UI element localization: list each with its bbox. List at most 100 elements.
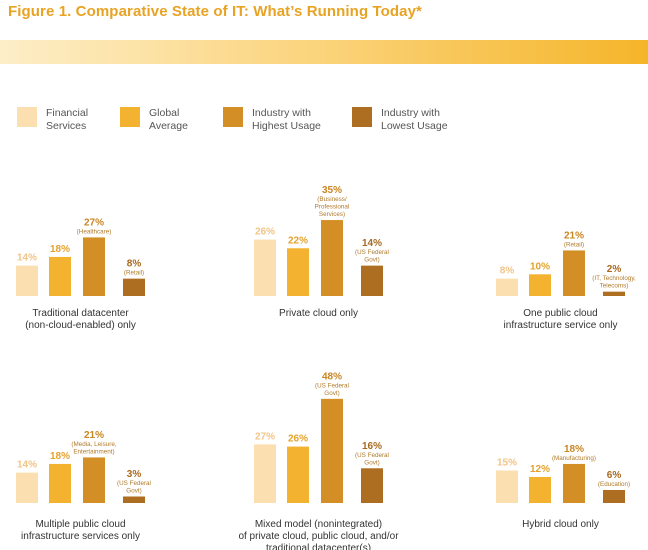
- legend-label: Global Average: [149, 107, 249, 133]
- category-label: of private cloud, public cloud, and/or: [238, 531, 399, 542]
- bar-industry-note: (Media, Leisure,: [71, 441, 116, 448]
- bar-value-label: 8%: [500, 266, 515, 277]
- category-label: (non-cloud-enabled) only: [25, 320, 136, 331]
- legend-label-line: Financial: [46, 107, 89, 119]
- bar-value-label: 10%: [530, 261, 550, 272]
- bar-value-label: 8%: [127, 259, 142, 270]
- bar-lowest-usage: [123, 278, 145, 296]
- bar-value-label: 22%: [288, 235, 308, 246]
- bar-global-average: [49, 463, 71, 503]
- bar-value-label: 48%: [322, 371, 342, 382]
- legend-swatch: [120, 107, 140, 127]
- bar-industry-note: Govt): [364, 257, 379, 264]
- bar-industry-note: (IT, Technology,: [592, 275, 636, 282]
- category-label: Traditional datacenter: [32, 308, 129, 319]
- bar-global-average: [529, 476, 551, 503]
- bar-group-4: 14% 18%(Media, Leisure,Entertainment) 21% (…: [16, 430, 151, 542]
- header-banner: [0, 40, 648, 64]
- bar-value-label: 14%: [17, 253, 37, 264]
- page-title: Figure 1. Comparative State of IT: What’…: [8, 3, 422, 20]
- bar-lowest-usage: [123, 496, 145, 503]
- legend-swatch: [223, 107, 243, 127]
- bar-industry-note: Govt): [324, 390, 339, 397]
- category-label: traditional datacenter(s): [266, 543, 371, 550]
- legend-label-line: Services: [46, 120, 87, 132]
- bar-financial-services: [496, 278, 518, 296]
- legend-label-line: Highest Usage: [252, 120, 321, 132]
- bar-value-label: 14%: [362, 238, 382, 249]
- bar-value-label: 16%: [362, 441, 382, 452]
- bar-industry-note: (US Federal: [117, 480, 151, 487]
- bar-lowest-usage: [603, 291, 625, 296]
- legend-label: Financial Services: [46, 107, 146, 133]
- bar-lowest-usage: [603, 489, 625, 503]
- legend-swatch: [17, 107, 37, 127]
- bar-financial-services: [16, 265, 38, 296]
- category-label: Hybrid cloud only: [522, 519, 599, 530]
- legend-swatch: [352, 107, 372, 127]
- bar-value-label: 21%: [564, 230, 584, 241]
- bar-value-label: 27%: [84, 217, 104, 228]
- bar-industry-note: Telecoms): [600, 283, 629, 290]
- legend-label-line: Industry with: [252, 107, 311, 119]
- bar-value-label: 21%: [84, 430, 104, 441]
- bar-value-label: 12%: [530, 464, 550, 475]
- bar-value-label: 18%: [50, 244, 70, 255]
- bar-value-label: 35%: [322, 185, 342, 196]
- category-label: Private cloud only: [279, 308, 358, 319]
- bar-industry-note: (Manufacturing): [552, 455, 596, 462]
- category-label: One public cloud: [523, 308, 598, 319]
- legend-label-line: Global: [149, 107, 180, 119]
- bar-highest-usage: [83, 457, 105, 503]
- bar-highest-usage: [321, 398, 343, 503]
- legend-label: Industry with Highest Usage: [252, 107, 352, 133]
- bar-highest-usage: [563, 250, 585, 296]
- bar-industry-note: (US Federal: [355, 452, 389, 459]
- bar-highest-usage: [321, 220, 343, 296]
- category-label: Multiple public cloud: [35, 519, 125, 530]
- bar-industry-note: (Education): [598, 481, 630, 488]
- bar-financial-services: [254, 444, 276, 503]
- bar-group-1: 14% 18% (Healthcare)27% (Retail)8% Tradition…: [16, 217, 145, 331]
- bar-group-6: 15% 12%(Manufacturing)18% (Education)6% Hyb…: [496, 444, 630, 530]
- bar-financial-services: [16, 472, 38, 503]
- legend-label-line: Lowest Usage: [381, 120, 448, 132]
- bar-lowest-usage: [361, 468, 383, 503]
- bar-industry-note: (Retail): [124, 270, 144, 277]
- legend-label-line: Average: [149, 120, 188, 132]
- bar-value-label: 14%: [17, 460, 37, 471]
- bar-global-average: [287, 446, 309, 503]
- bar-industry-note: Govt): [126, 487, 141, 494]
- bar-highest-usage: [563, 463, 585, 503]
- bar-financial-services: [254, 239, 276, 296]
- bar-industry-note: (Healthcare): [77, 228, 112, 235]
- bar-group-3: 8% 10% (Retail)21% (IT, Technology,Telecoms…: [496, 230, 636, 331]
- category-label: infrastructure services only: [21, 531, 140, 542]
- legend-item-highest-usage: Industry with Highest Usage: [223, 107, 352, 133]
- bar-industry-note: (Retail): [564, 241, 584, 248]
- bar-financial-services: [496, 470, 518, 503]
- bar-industry-note: Services): [319, 211, 345, 218]
- legend-item-global-average: Global Average: [120, 107, 249, 133]
- category-label: Mixed model (nonintegrated): [255, 519, 382, 530]
- bar-global-average: [529, 274, 551, 296]
- bar-industry-note: (US Federal: [355, 249, 389, 256]
- bar-value-label: 27%: [255, 431, 275, 442]
- bar-industry-note: (US Federal: [315, 382, 349, 389]
- bar-global-average: [287, 248, 309, 296]
- legend-label-line: Industry with: [381, 107, 440, 119]
- bar-value-label: 6%: [607, 470, 622, 481]
- bar-value-label: 3%: [127, 469, 142, 480]
- bar-value-label: 18%: [50, 451, 70, 462]
- bar-industry-note: (Business/: [317, 196, 347, 203]
- bar-lowest-usage: [361, 265, 383, 296]
- bar-value-label: 18%: [564, 444, 584, 455]
- bar-value-label: 26%: [288, 434, 308, 445]
- bar-industry-note: Govt): [364, 459, 379, 466]
- bar-global-average: [49, 256, 71, 296]
- bar-value-label: 26%: [255, 227, 275, 238]
- category-label: infrastructure service only: [504, 320, 618, 331]
